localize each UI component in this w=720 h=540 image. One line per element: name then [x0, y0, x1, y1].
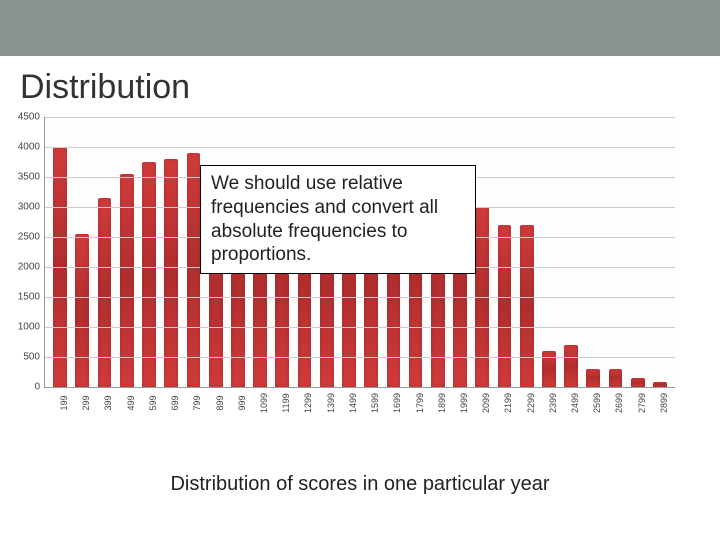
bar: [187, 153, 201, 387]
x-tick-label: 999: [237, 392, 247, 414]
chart-caption: Distribution of scores in one particular…: [0, 473, 720, 496]
top-accent-band: [0, 0, 720, 56]
x-tick-label: 799: [192, 392, 202, 414]
x-tick-label: 1499: [348, 392, 358, 414]
x-tick-label: 699: [170, 392, 180, 414]
x-tick-label: 899: [215, 392, 225, 414]
bar-slot: [649, 117, 671, 387]
x-tick-label: 1599: [370, 392, 380, 414]
callout-text: We should use relative frequencies and c…: [211, 173, 438, 265]
bar: [164, 159, 178, 387]
grid-line: [45, 117, 675, 118]
bar-slot: [116, 117, 138, 387]
y-tick-label: 2000: [18, 262, 40, 273]
bar-slot: [71, 117, 93, 387]
bar: [586, 369, 600, 387]
x-tick-label: 1799: [415, 392, 425, 414]
bar-slot: [627, 117, 649, 387]
bar: [564, 345, 578, 387]
distribution-chart: 050010001500200025003000350040004500 199…: [44, 117, 674, 417]
x-tick-label: 299: [81, 392, 91, 414]
y-tick-label: 500: [23, 352, 40, 363]
bar: [609, 369, 623, 387]
x-tick-label: 1399: [326, 392, 336, 414]
x-tick-label: 2799: [637, 392, 647, 414]
x-tick-label: 2099: [481, 392, 491, 414]
bar: [498, 225, 512, 387]
x-tick-label: 599: [148, 392, 158, 414]
grid-line: [45, 357, 675, 358]
x-tick-label: 1699: [392, 392, 402, 414]
bar-slot: [604, 117, 626, 387]
x-tick-label: 1099: [259, 392, 269, 414]
y-tick-label: 3000: [18, 202, 40, 213]
x-tick-label: 2899: [659, 392, 669, 414]
page-title: Distribution: [20, 68, 720, 107]
bar: [631, 378, 645, 387]
x-tick-label: 499: [126, 392, 136, 414]
y-tick-label: 4000: [18, 142, 40, 153]
x-tick-label: 2599: [592, 392, 602, 414]
grid-line: [45, 297, 675, 298]
bar-slot: [582, 117, 604, 387]
grid-line: [45, 147, 675, 148]
y-tick-label: 2500: [18, 232, 40, 243]
y-tick-label: 0: [34, 382, 40, 393]
bar-slot: [93, 117, 115, 387]
bar: [98, 198, 112, 387]
bar-slot: [49, 117, 71, 387]
bar-slot: [138, 117, 160, 387]
x-tick-label: 1899: [437, 392, 447, 414]
y-axis: 050010001500200025003000350040004500: [8, 117, 44, 417]
x-axis-labels: 1992993994995996997998999991099119912991…: [44, 389, 674, 399]
annotation-callout: We should use relative frequencies and c…: [200, 165, 476, 274]
bar-slot: [538, 117, 560, 387]
x-tick-label: 199: [59, 392, 69, 414]
x-tick-label: 2699: [615, 392, 625, 414]
bar-slot: [493, 117, 515, 387]
bar: [75, 234, 89, 387]
y-tick-label: 1500: [18, 292, 40, 303]
y-tick-label: 1000: [18, 322, 40, 333]
bar: [653, 382, 667, 387]
x-tick-label: 2399: [548, 392, 558, 414]
bar: [520, 225, 534, 387]
bar: [120, 174, 134, 387]
bar: [142, 162, 156, 387]
x-tick-label: 2299: [526, 392, 536, 414]
x-tick-label: 2199: [503, 392, 513, 414]
y-tick-label: 3500: [18, 172, 40, 183]
bar-slot: [160, 117, 182, 387]
y-tick-label: 4500: [18, 112, 40, 123]
x-tick-label: 1999: [459, 392, 469, 414]
bar-slot: [560, 117, 582, 387]
grid-line: [45, 327, 675, 328]
x-tick-label: 1299: [304, 392, 314, 414]
x-tick-label: 399: [104, 392, 114, 414]
bar-slot: [516, 117, 538, 387]
x-tick-label: 2499: [570, 392, 580, 414]
x-tick-label: 1199: [281, 392, 291, 414]
